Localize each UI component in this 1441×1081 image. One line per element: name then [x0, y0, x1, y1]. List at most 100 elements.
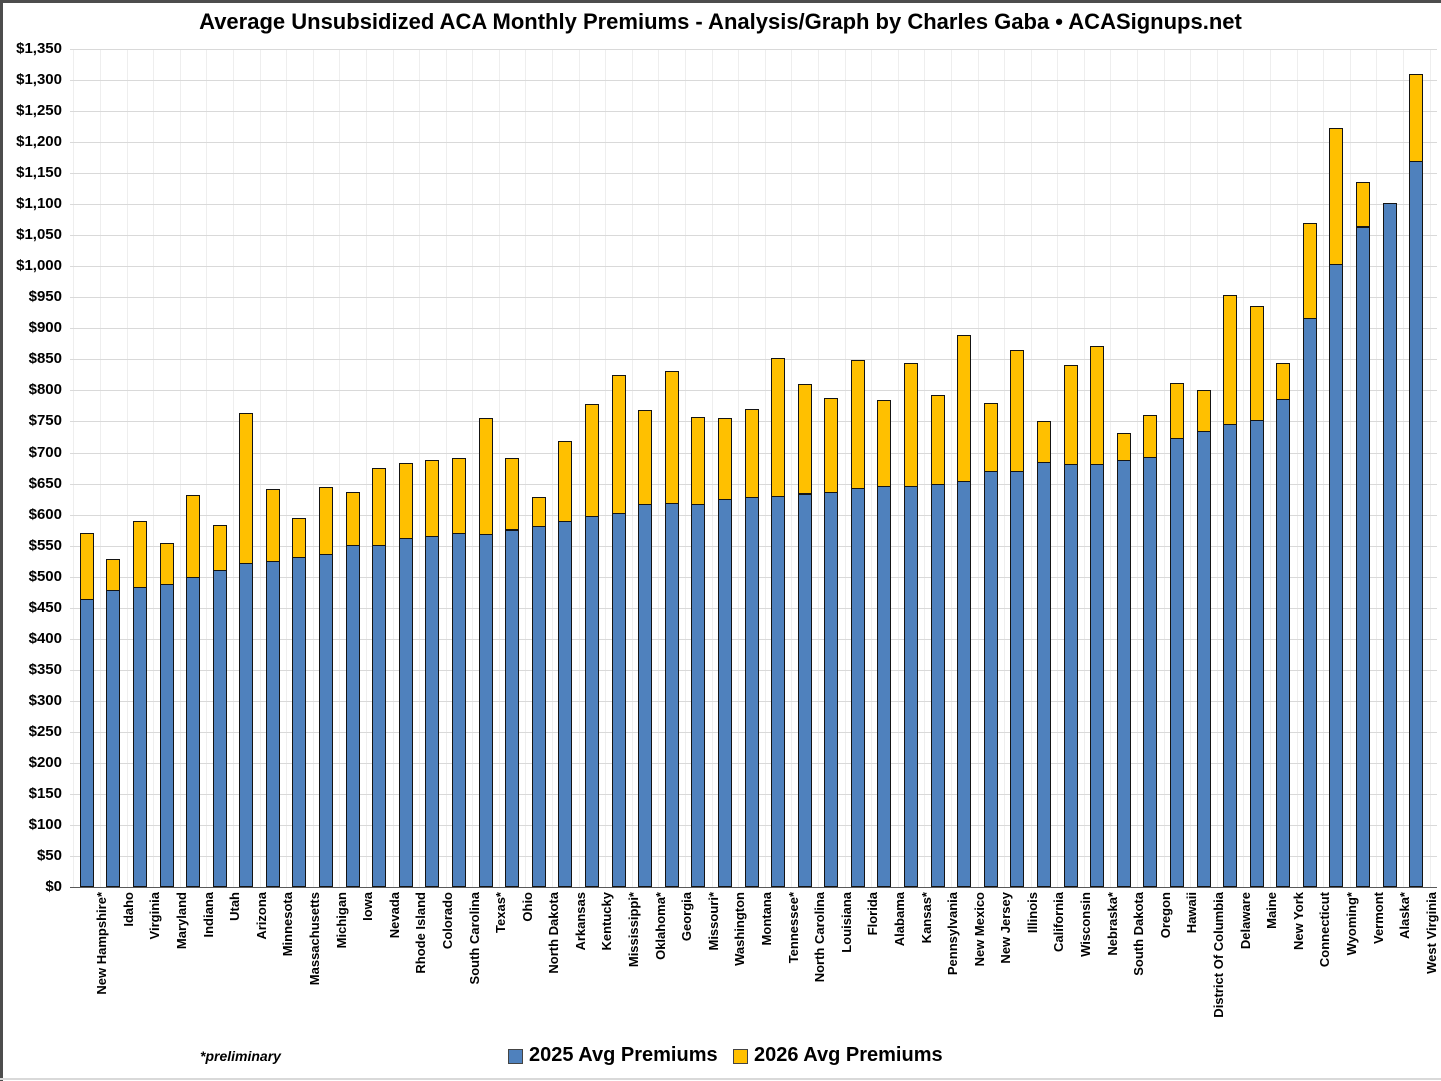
gridline — [70, 80, 1437, 81]
y-axis-tick-label: $1,150 — [16, 164, 62, 182]
bar-2026-idaho — [106, 559, 121, 592]
category-separator — [1110, 49, 1112, 887]
bar-2026-tennessee — [771, 358, 785, 497]
category-separator — [871, 49, 873, 887]
bar-2026-missouri — [691, 416, 706, 505]
x-axis-label-west-virginia: West Virginia — [1423, 892, 1439, 974]
x-axis-label-rhode-island: Rhode Island — [413, 892, 429, 974]
bar-2026-indiana — [186, 494, 201, 579]
y-axis-tick-label: $950 — [28, 288, 62, 306]
y-axis-tick-label: $50 — [36, 847, 62, 864]
bar-2026-rhode-island — [398, 463, 413, 539]
category-separator — [232, 49, 234, 887]
bar-2025-new-mexico — [957, 481, 972, 887]
x-axis-label-ohio: Ohio — [519, 892, 535, 922]
category-separator — [1296, 49, 1298, 887]
left-border — [0, 0, 3, 1081]
bar-2025-new-jersey — [983, 471, 998, 887]
y-axis-tick-label: $650 — [28, 474, 62, 492]
bar-2026-minnesota — [265, 488, 280, 563]
gridline — [70, 204, 1437, 206]
bar-2025-minnesota — [265, 561, 280, 887]
x-axis-label-alaska: Alaska* — [1397, 892, 1413, 939]
bar-2025-washington — [717, 499, 732, 887]
y-axis-tick-label: $1,000 — [16, 257, 62, 275]
x-axis-label-delaware: Delaware — [1237, 892, 1253, 950]
x-axis-label-idaho: Idaho — [120, 892, 136, 927]
category-separator — [1270, 49, 1271, 887]
category-separator — [738, 49, 740, 887]
category-separator — [658, 49, 660, 887]
x-axis-label-maryland: Maryland — [174, 892, 189, 950]
bar-2025-texas — [478, 533, 493, 887]
x-axis-label-california: California — [1051, 892, 1067, 952]
category-separator — [1349, 49, 1351, 887]
category-separator — [339, 49, 341, 887]
gridline — [70, 266, 1437, 268]
category-separator — [312, 49, 314, 887]
category-separator — [950, 49, 952, 887]
category-separator — [1323, 49, 1325, 887]
x-axis-line — [70, 887, 1437, 888]
bar-2026-oklahoma — [638, 409, 653, 506]
y-axis-tick-label: $0 — [45, 878, 62, 895]
x-axis-label-wyoming: Wyoming* — [1343, 892, 1359, 956]
x-axis-label-oregon: Oregon — [1157, 892, 1173, 939]
bar-2026-delaware — [1223, 294, 1238, 425]
bar-2026-michigan — [319, 486, 333, 555]
x-axis-label-illinois: Illinois — [1024, 892, 1040, 934]
y-axis-tick-label: $500 — [28, 567, 62, 585]
x-axis-label-virginia: Virginia — [147, 892, 163, 940]
x-axis-label-nevada: Nevada — [386, 892, 402, 939]
bar-2026-kansas — [904, 362, 918, 487]
bar-2026-maine — [1249, 306, 1264, 421]
bar-2026-utah — [212, 525, 227, 572]
category-separator — [1163, 49, 1165, 887]
y-axis-tick-label: $1,100 — [16, 195, 62, 213]
top-border — [0, 0, 1441, 3]
category-separator — [206, 49, 208, 887]
category-separator — [977, 49, 979, 887]
y-axis-tick-label: $350 — [28, 660, 62, 678]
y-axis-tick-label: $600 — [28, 505, 62, 523]
bar-2025-west-virginia — [1409, 161, 1424, 887]
x-axis-label-tennessee: Tennessee* — [785, 892, 801, 964]
category-separator — [764, 49, 766, 887]
bar-2025-maryland — [159, 584, 174, 887]
category-separator — [844, 49, 846, 887]
x-axis-label-michigan: Michigan — [333, 892, 349, 949]
bar-2025-delaware — [1223, 423, 1238, 887]
x-axis-label-nebraska: Nebraska* — [1104, 892, 1120, 956]
x-axis-label-new-mexico: New Mexico — [971, 892, 987, 967]
bar-2026-new-york — [1276, 362, 1291, 401]
bottom-border — [0, 1078, 1441, 1080]
x-axis-label-new-jersey: New Jersey — [998, 892, 1014, 964]
y-axis-tick-label: $850 — [28, 350, 62, 368]
category-separator — [73, 49, 75, 887]
bar-2025-florida — [850, 487, 865, 887]
bar-2026-wisconsin — [1063, 365, 1078, 466]
y-axis-tick-label: $1,200 — [16, 133, 62, 151]
bar-2025-oregon — [1143, 457, 1158, 887]
category-separator — [1030, 49, 1032, 887]
bar-2026-alabama — [877, 400, 892, 487]
bar-2025-louisiana — [824, 491, 839, 887]
category-separator — [711, 49, 713, 887]
x-axis-label-kansas: Kansas* — [918, 892, 934, 944]
category-separator — [791, 49, 793, 887]
bar-2026-north-dakota — [531, 496, 546, 527]
x-axis-label-mississippi: Mississippi* — [626, 892, 641, 968]
gridline — [70, 173, 1437, 175]
bar-2025-colorado — [425, 535, 440, 887]
bar-2026-texas — [478, 417, 493, 535]
bar-2026-vermont — [1356, 181, 1370, 228]
bar-2025-district-of-columbia — [1196, 430, 1211, 887]
bar-2025-california — [1036, 462, 1051, 887]
bar-2026-massachusetts — [292, 518, 307, 559]
category-separator — [286, 49, 288, 887]
x-axis-label-indiana: Indiana — [200, 892, 216, 938]
gridline — [70, 297, 1437, 299]
gridline — [70, 142, 1437, 144]
bar-2026-mississippi — [611, 374, 626, 515]
